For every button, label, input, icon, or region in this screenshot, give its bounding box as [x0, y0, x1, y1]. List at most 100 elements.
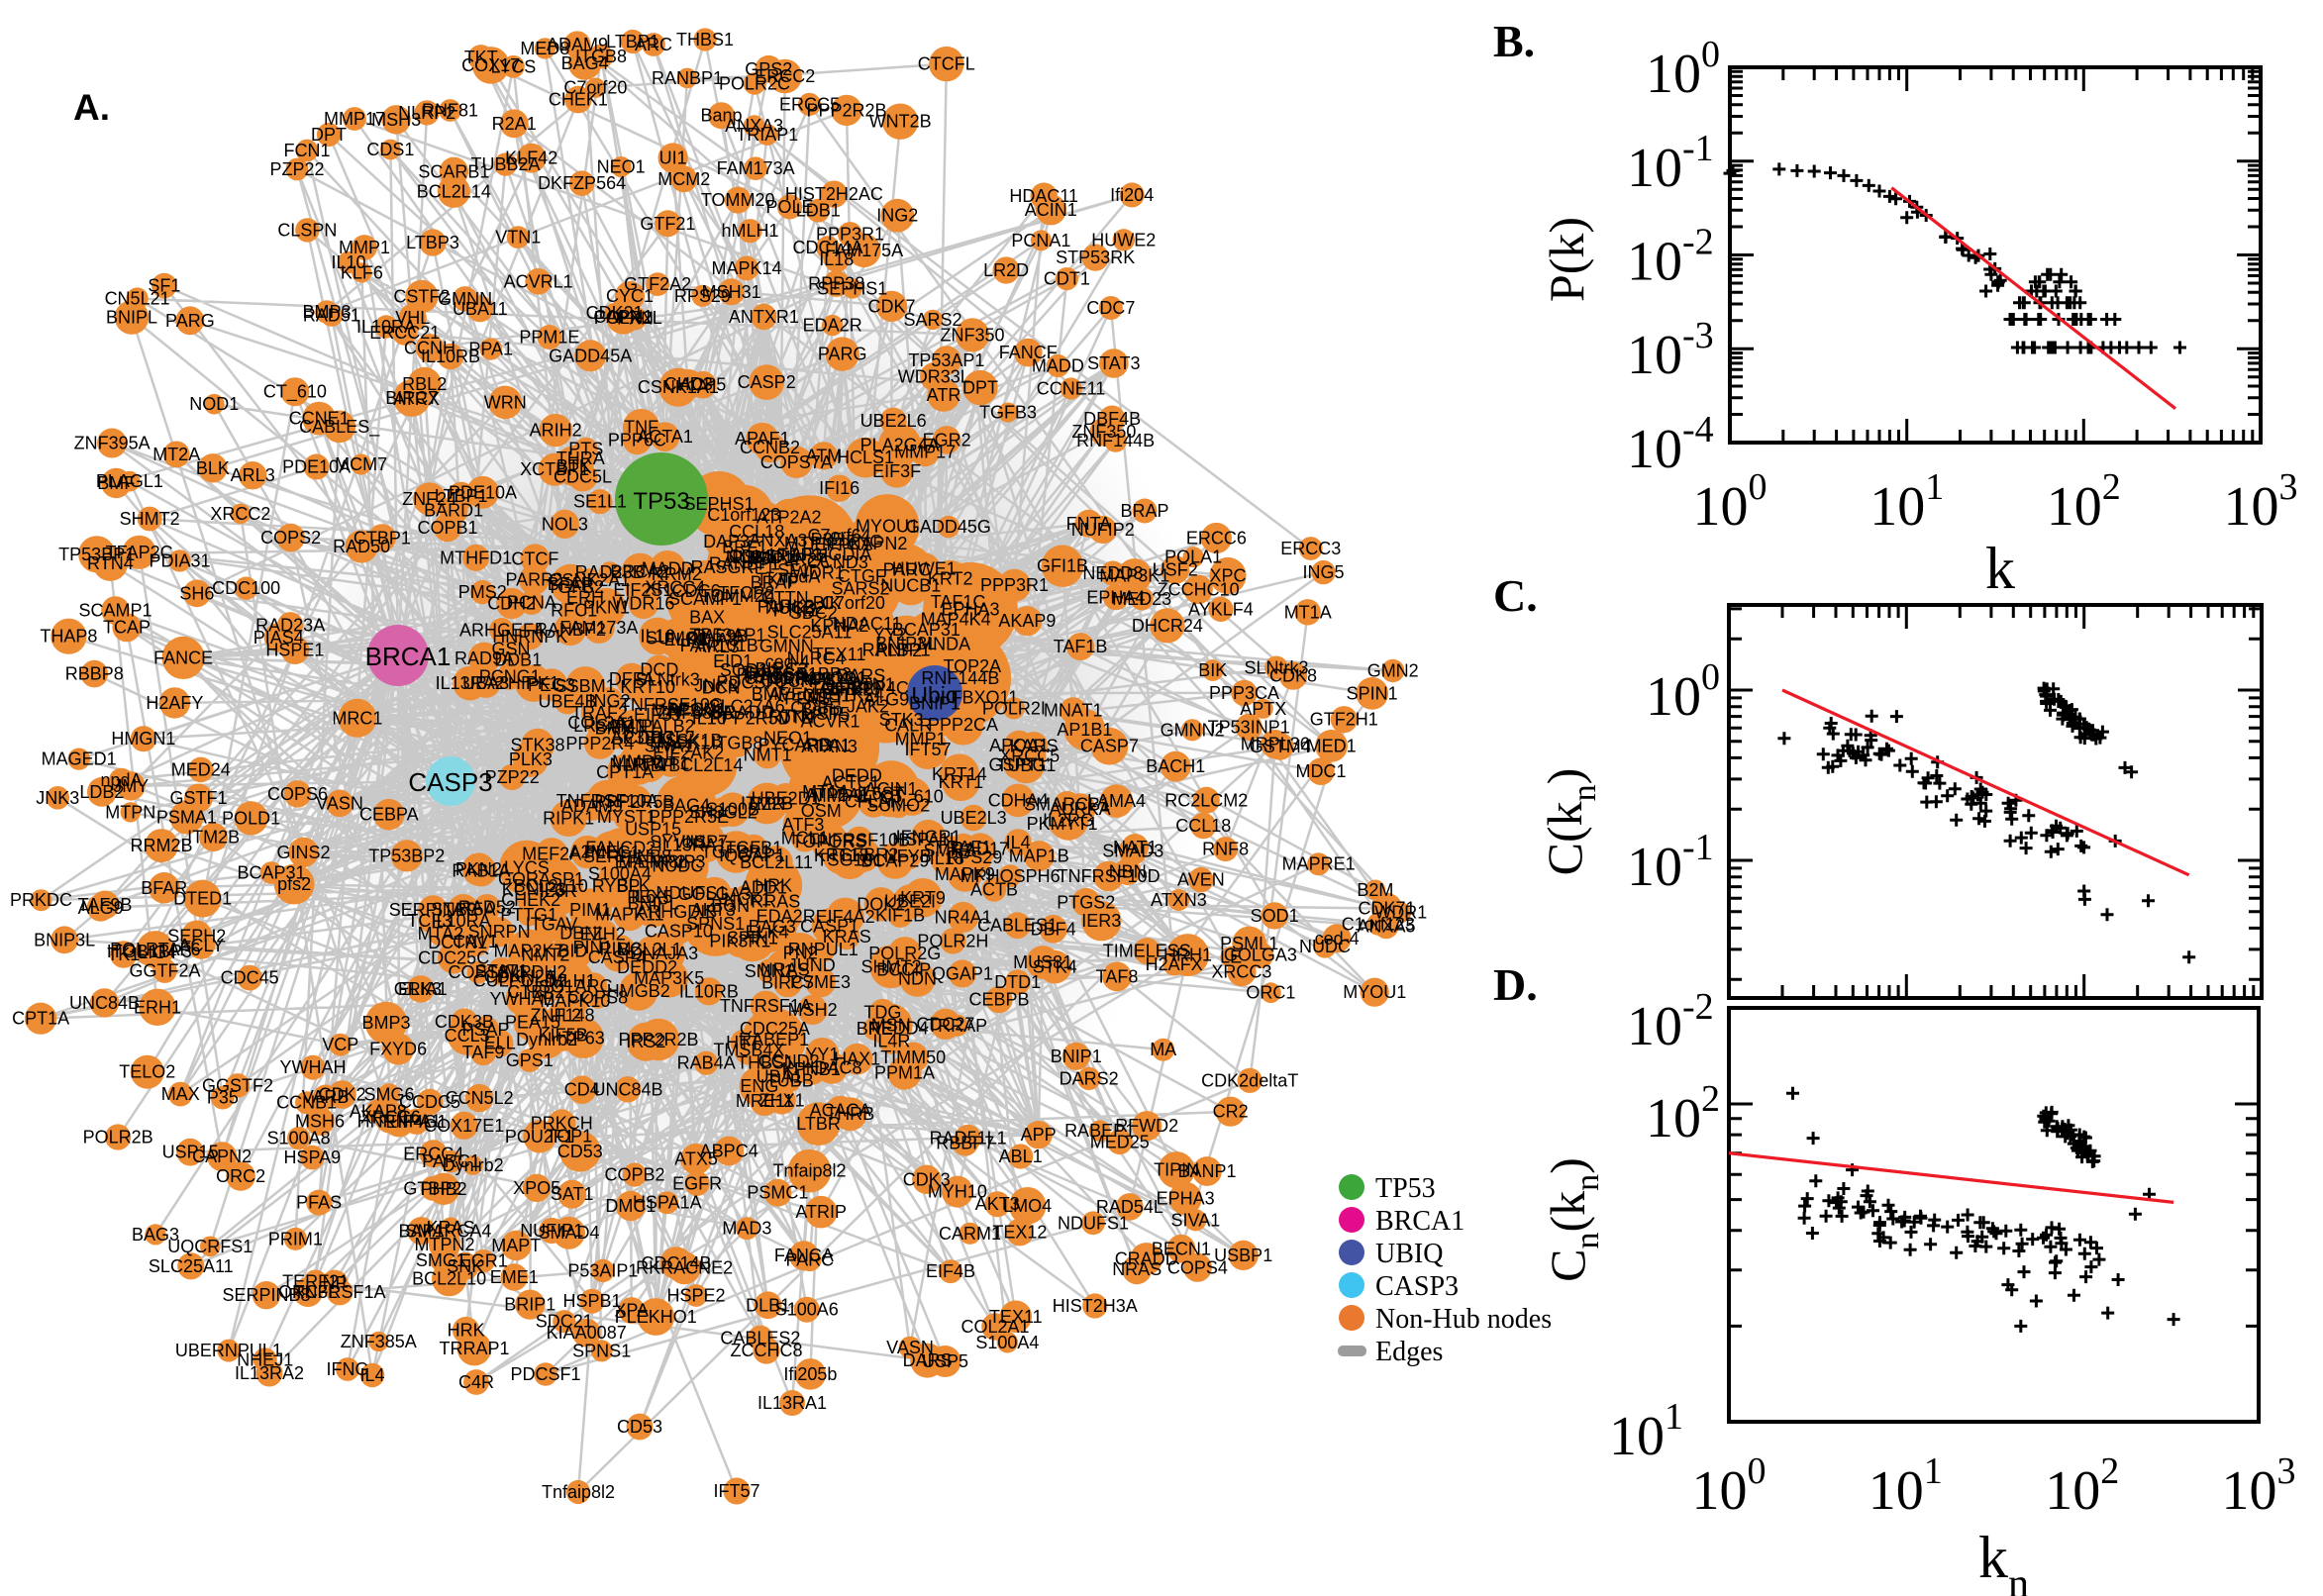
svg-text:PARK2: PARK2: [758, 597, 815, 617]
svg-text:Ubiq: Ubiq: [911, 682, 958, 708]
svg-text:IL13RA2: IL13RA2: [235, 1363, 304, 1383]
svg-text:UBE2L3: UBE2L3: [941, 808, 1007, 828]
svg-text:TAF8: TAF8: [1096, 966, 1139, 986]
svg-text:ORC1: ORC1: [1246, 983, 1295, 1003]
svg-text:ELK1: ELK1: [663, 630, 707, 649]
svg-text:TNFRSF1A: TNFRSF1A: [293, 1282, 385, 1302]
svg-text:UBIQ: UBIQ: [1375, 1239, 1443, 1269]
svg-text:COPS6: COPS6: [267, 784, 328, 804]
svg-text:STP53RK: STP53RK: [1056, 248, 1135, 267]
svg-text:HSPE2: HSPE2: [666, 1286, 725, 1306]
svg-text:DARS2: DARS2: [1060, 1068, 1119, 1088]
svg-text:BNIP3L: BNIP3L: [34, 930, 95, 949]
svg-text:PPP3R1: PPP3R1: [980, 575, 1049, 595]
svg-text:CDC14B: CDC14B: [641, 1253, 711, 1273]
svg-text:GTBP2: GTBP2: [403, 1178, 461, 1198]
svg-text:FCN1: FCN1: [283, 141, 330, 160]
svg-text:POLA1: POLA1: [1164, 548, 1222, 567]
svg-text:KRT14: KRT14: [932, 764, 987, 784]
svg-text:PIAS4: PIAS4: [253, 628, 304, 648]
svg-text:SH6: SH6: [179, 583, 214, 603]
svg-text:RAB1A: RAB1A: [452, 861, 510, 881]
svg-text:CPT1A: CPT1A: [12, 1009, 69, 1029]
svg-text:MYOU1: MYOU1: [1343, 982, 1406, 1002]
svg-text:RIPK1: RIPK1: [543, 808, 594, 828]
svg-text:BCL2L14: BCL2L14: [417, 181, 491, 201]
svg-text:HMGN1: HMGN1: [111, 729, 175, 748]
svg-text:SERPINB9: SERPINB9: [389, 900, 477, 920]
svg-text:PCNA: PCNA: [507, 593, 556, 613]
svg-text:A.: A.: [73, 87, 110, 128]
svg-text:MADD: MADD: [1032, 356, 1084, 376]
svg-text:CASP2: CASP2: [738, 372, 796, 392]
svg-text:D.: D.: [1493, 959, 1538, 1010]
svg-text:MNDA: MNDA: [918, 635, 970, 654]
svg-text:NOL3: NOL3: [542, 514, 588, 534]
svg-text:P35: P35: [207, 1088, 239, 1108]
svg-text:IL10RB: IL10RB: [421, 347, 480, 366]
svg-text:CD53: CD53: [617, 1417, 662, 1437]
svg-text:POLR2I: POLR2I: [982, 698, 1046, 718]
svg-text:SIVA1: SIVA1: [1171, 1210, 1221, 1230]
svg-text:BAG3: BAG3: [132, 1225, 179, 1245]
svg-text:MCM2: MCM2: [657, 169, 710, 189]
svg-text:NFYB: NFYB: [884, 847, 932, 866]
svg-text:EIF3F: EIF3F: [872, 461, 921, 481]
svg-text:USP7: USP7: [681, 832, 728, 851]
svg-text:CHD3: CHD3: [664, 374, 713, 394]
svg-text:RC2LCM2: RC2LCM2: [1164, 790, 1248, 810]
svg-text:LAMA4: LAMA4: [1087, 791, 1146, 811]
svg-text:SCAMP1: SCAMP1: [78, 601, 152, 621]
svg-text:B.: B.: [1493, 16, 1535, 66]
svg-text:CDC45: CDC45: [221, 968, 279, 988]
svg-text:PRKDC: PRKDC: [10, 890, 72, 910]
svg-text:STAT3: STAT3: [1087, 353, 1140, 373]
svg-text:CARM1: CARM1: [939, 1224, 1001, 1244]
svg-text:IL10RA: IL10RA: [356, 317, 416, 337]
svg-text:ERH1: ERH1: [134, 997, 181, 1017]
svg-text:ZNF148: ZNF148: [530, 1006, 594, 1026]
svg-text:CDC7: CDC7: [1086, 298, 1135, 318]
svg-text:GGTF2A: GGTF2A: [129, 961, 200, 981]
svg-text:TP53AP1: TP53AP1: [908, 350, 984, 370]
svg-text:ARHGDIB: ARHGDIB: [636, 902, 717, 922]
svg-text:NCK1: NCK1: [724, 890, 771, 910]
svg-text:RANBP1: RANBP1: [652, 68, 723, 88]
svg-text:PIN1: PIN1: [572, 938, 612, 957]
svg-text:BACH1: BACH1: [1146, 756, 1205, 776]
svg-text:HIST2H3A: HIST2H3A: [1053, 1296, 1138, 1316]
svg-text:QGAP1: QGAP1: [932, 964, 993, 984]
svg-text:FAM173A: FAM173A: [717, 158, 795, 178]
svg-text:PLEC1: PLEC1: [584, 843, 641, 862]
svg-text:DTD1: DTD1: [994, 972, 1041, 992]
svg-text:MAP3K5: MAP3K5: [634, 968, 704, 988]
svg-text:DMC1: DMC1: [605, 1196, 656, 1216]
svg-text:IL18: IL18: [819, 249, 854, 269]
svg-text:NBN: NBN: [1109, 861, 1147, 881]
svg-text:NMT1: NMT1: [744, 745, 792, 764]
svg-text:BFAR: BFAR: [141, 878, 187, 898]
svg-text:XPC: XPC: [1209, 566, 1246, 586]
svg-text:IRS2: IRS2: [626, 1032, 665, 1051]
svg-text:MAD3: MAD3: [722, 1219, 771, 1239]
svg-text:ING5: ING5: [1302, 562, 1344, 582]
svg-text:EGR2: EGR2: [923, 430, 971, 449]
svg-text:THBS1: THBS1: [676, 30, 734, 50]
svg-text:SEPHS1: SEPHS1: [817, 279, 887, 299]
svg-text:MT1A: MT1A: [1284, 602, 1332, 622]
svg-text:MPHOSPH6: MPHOSPH6: [960, 866, 1060, 886]
svg-text:RAB4A: RAB4A: [677, 1053, 736, 1073]
svg-text:PRIM1: PRIM1: [268, 1229, 323, 1248]
svg-text:CCL18: CCL18: [1175, 816, 1231, 836]
svg-text:RNF8: RNF8: [1202, 840, 1249, 859]
svg-text:UNC84B: UNC84B: [69, 993, 140, 1013]
svg-text:IER3: IER3: [1081, 911, 1121, 931]
svg-text:CASP1: CASP1: [800, 916, 858, 936]
svg-text:TELO2: TELO2: [119, 1062, 175, 1082]
svg-text:ALG9: ALG9: [78, 898, 124, 918]
svg-text:EPHA3: EPHA3: [1157, 1188, 1215, 1208]
svg-text:AKT2: AKT2: [819, 677, 863, 697]
svg-text:TOP2A: TOP2A: [943, 656, 1001, 676]
svg-text:ATR: ATR: [927, 385, 961, 405]
svg-text:ATX5: ATX5: [674, 1149, 718, 1169]
